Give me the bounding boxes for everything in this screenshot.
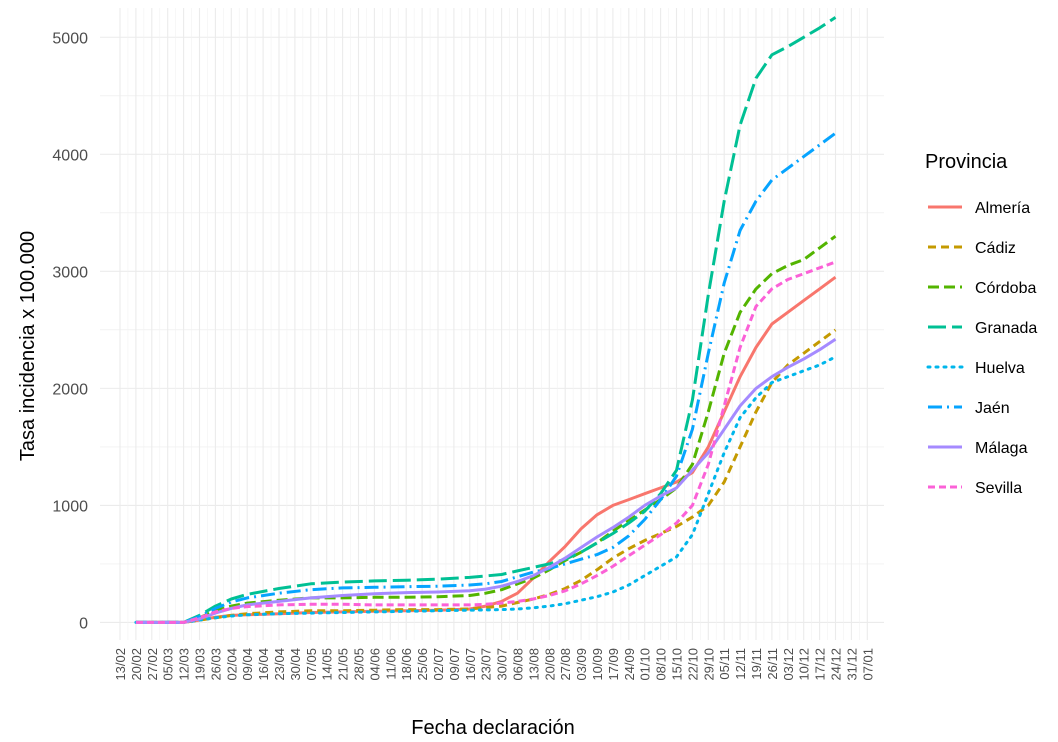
x-tick-label: 08/10 bbox=[654, 648, 669, 681]
x-tick-label: 01/10 bbox=[638, 648, 653, 681]
x-tick-label: 27/02 bbox=[145, 648, 160, 681]
legend-label: Jaén bbox=[975, 400, 1010, 417]
x-tick-label: 16/07 bbox=[463, 648, 478, 681]
series-line-jaen bbox=[135, 131, 837, 624]
legend-label: Sevilla bbox=[975, 480, 1022, 497]
x-tick-label: 24/09 bbox=[622, 648, 637, 681]
x-tick-label: 26/11 bbox=[765, 648, 780, 680]
x-tick-label: 12/11 bbox=[733, 648, 748, 680]
x-tick-label: 09/07 bbox=[447, 648, 462, 681]
y-tick-label: 1000 bbox=[52, 498, 88, 515]
series-lines bbox=[134, 16, 837, 624]
x-tick-label: 14/05 bbox=[320, 648, 335, 681]
series-line-malaga bbox=[135, 337, 837, 624]
x-tick-label: 25/06 bbox=[415, 648, 430, 681]
x-axis-ticks: 13/02 20/02 27/02 05/03 12/03 19/03 26/03 02/04… bbox=[113, 648, 875, 681]
x-tick-label: 16/04 bbox=[256, 648, 271, 681]
legend-items: Almería Cádiz Córdoba Granada Huelva Jaén Mála… bbox=[926, 200, 1037, 497]
x-tick-label: 05/03 bbox=[161, 648, 176, 681]
x-tick-label: 30/04 bbox=[288, 648, 303, 681]
y-tick-label: 4000 bbox=[52, 147, 88, 164]
x-tick-label: 07/05 bbox=[304, 648, 319, 681]
series-line-cadiz bbox=[135, 328, 837, 624]
y-axis-ticks: 0 1000 2000 3000 4000 5000 bbox=[52, 30, 88, 632]
x-tick-label: 22/10 bbox=[685, 648, 700, 681]
legend: Provincia Almería Cádiz Córdoba Granada Huel… bbox=[925, 151, 1037, 497]
y-tick-label: 3000 bbox=[52, 264, 88, 281]
x-tick-label: 27/08 bbox=[558, 648, 573, 681]
x-tick-label: 23/04 bbox=[272, 648, 287, 681]
x-tick-label: 23/07 bbox=[479, 648, 494, 681]
series-line-sevilla bbox=[135, 260, 837, 624]
y-tick-label: 5000 bbox=[52, 30, 88, 47]
x-tick-label: 12/03 bbox=[177, 648, 192, 681]
x-tick-label: 31/12 bbox=[844, 648, 859, 681]
legend-label: Córdoba bbox=[975, 280, 1036, 297]
legend-title: Provincia bbox=[925, 151, 1008, 173]
legend-label: Cádiz bbox=[975, 240, 1016, 257]
x-tick-label: 02/04 bbox=[224, 648, 239, 681]
x-tick-label: 26/03 bbox=[208, 648, 223, 681]
gridlines bbox=[100, 8, 884, 640]
y-tick-label: 0 bbox=[79, 615, 88, 632]
x-tick-label: 18/06 bbox=[399, 648, 414, 681]
plot-panel bbox=[100, 8, 884, 640]
x-tick-label: 10/12 bbox=[797, 648, 812, 681]
x-tick-label: 30/07 bbox=[495, 648, 510, 681]
x-tick-label: 13/08 bbox=[526, 648, 541, 681]
x-tick-label: 17/12 bbox=[813, 648, 828, 681]
x-tick-label: 19/03 bbox=[193, 648, 208, 681]
x-tick-label: 03/12 bbox=[781, 648, 796, 681]
x-tick-label: 10/09 bbox=[590, 648, 605, 681]
legend-label: Almería bbox=[975, 200, 1030, 217]
x-axis-title: Fecha declaración bbox=[411, 717, 574, 739]
y-tick-label: 2000 bbox=[52, 381, 88, 398]
series-line-huelva bbox=[134, 355, 837, 624]
legend-label: Huelva bbox=[975, 360, 1025, 377]
x-tick-label: 06/08 bbox=[511, 648, 526, 681]
x-tick-label: 13/02 bbox=[113, 648, 128, 681]
x-tick-label: 20/02 bbox=[129, 648, 144, 681]
x-tick-label: 15/10 bbox=[670, 648, 685, 681]
legend-label: Granada bbox=[975, 320, 1037, 337]
x-tick-label: 28/05 bbox=[352, 648, 367, 681]
x-tick-label: 17/09 bbox=[606, 648, 621, 681]
y-axis-title: Tasa incidencia x 100.000 bbox=[17, 231, 39, 461]
x-tick-label: 19/11 bbox=[749, 648, 764, 680]
x-tick-label: 07/01 bbox=[860, 648, 875, 681]
x-tick-label: 21/05 bbox=[336, 648, 351, 681]
x-tick-label: 04/06 bbox=[367, 648, 382, 681]
x-tick-label: 09/04 bbox=[240, 648, 255, 681]
x-tick-label: 02/07 bbox=[431, 648, 446, 681]
x-tick-label: 03/09 bbox=[574, 648, 589, 681]
x-tick-label: 29/10 bbox=[701, 648, 716, 681]
x-tick-label: 05/11 bbox=[717, 648, 732, 680]
legend-label: Málaga bbox=[975, 440, 1028, 457]
x-tick-label: 24/12 bbox=[829, 648, 844, 681]
x-tick-label: 11/06 bbox=[383, 648, 398, 680]
x-tick-label: 20/08 bbox=[542, 648, 557, 681]
